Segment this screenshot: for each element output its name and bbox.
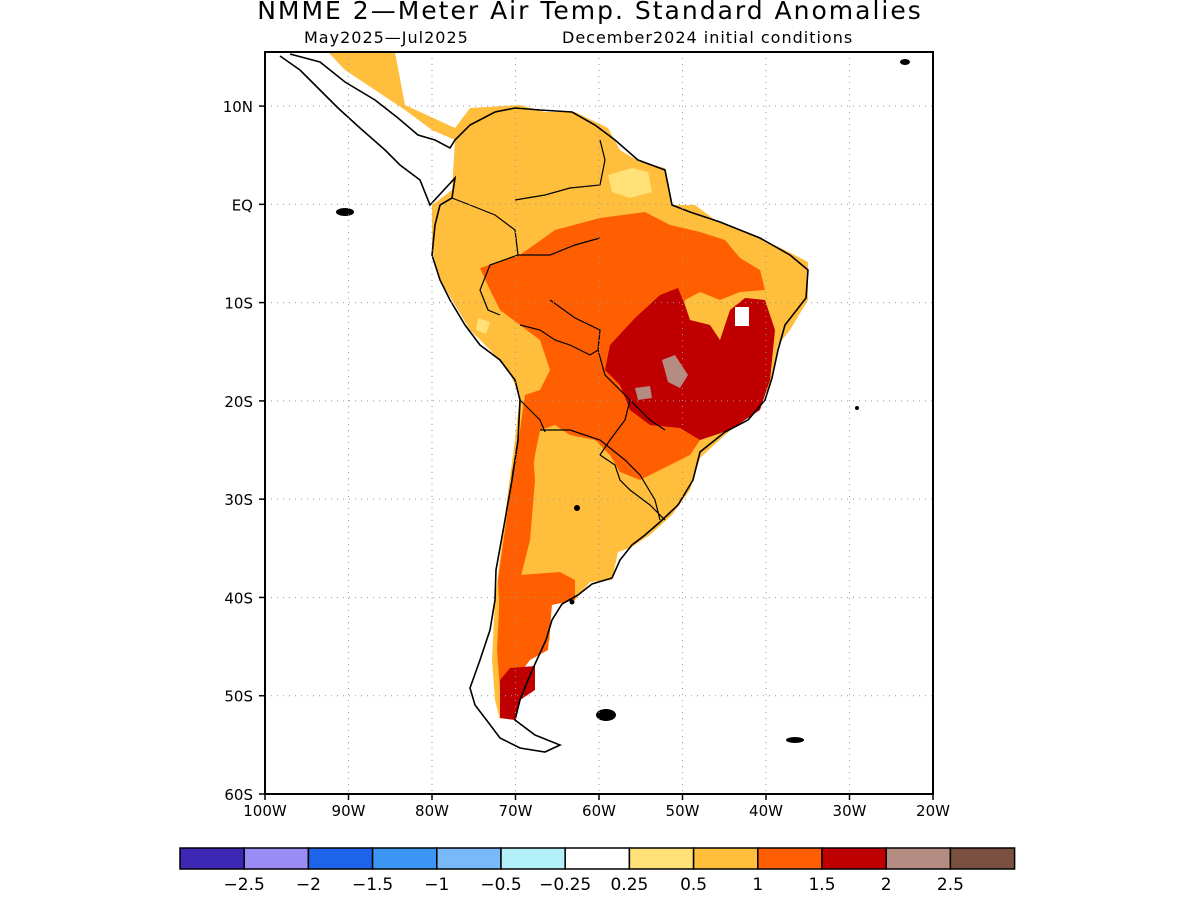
country-borders <box>451 139 666 521</box>
colorbar-label: 0.5 <box>680 875 707 895</box>
colorbar-swatch <box>692 847 759 870</box>
colorbar: −2.5 −2 −1.5 −1 −0.5 −0.25 0.25 0.5 1 1.5 2 2.5 <box>179 847 1016 895</box>
lon-tick-label: 70W <box>499 802 533 820</box>
islands <box>336 59 910 743</box>
lat-tick-label: 10N <box>223 98 253 116</box>
colorbar-swatch <box>436 847 502 870</box>
gridlines <box>265 52 933 794</box>
anomaly-region-0.25-0.5-b <box>476 318 490 334</box>
trindade-dot <box>855 406 859 410</box>
lat-tick-label: 20S <box>224 393 253 411</box>
cape-verde-island <box>900 59 910 65</box>
colorbar-swatch <box>500 847 566 870</box>
colorbar-swatch <box>371 847 438 870</box>
anomaly-region-1-1.5-patagonia <box>497 572 575 690</box>
lat-tick-label: 50S <box>224 688 253 706</box>
anomaly-region-2-2.5-b <box>635 386 652 400</box>
colorbar-swatch <box>949 847 1016 870</box>
colorbar-swatch <box>821 847 887 870</box>
lon-tick-label: 50W <box>666 802 700 820</box>
colorbar-label: −1.5 <box>352 875 393 895</box>
latitude-axis: 10N EQ 10S 20S 30S 40S 50S 60S <box>223 98 265 804</box>
map-title: NMME 2—Meter Air Temp. Standard Anomalie… <box>257 0 923 25</box>
colorbar-label: 1.5 <box>808 875 835 895</box>
colorbar-swatch <box>307 847 374 870</box>
lat-tick-label: 60S <box>224 786 253 804</box>
lon-tick-label: 100W <box>243 802 287 820</box>
colorbar-swatch <box>885 847 952 870</box>
lon-tick-label: 40W <box>749 802 783 820</box>
anomaly-region-1.5-2-south <box>500 666 535 720</box>
colorbar-swatch <box>628 847 695 870</box>
lon-tick-label: 20W <box>916 802 950 820</box>
lon-tick-label: 30W <box>833 802 867 820</box>
colorbar-label: −1 <box>424 875 449 895</box>
colorbar-label: −2.5 <box>224 875 265 895</box>
anomaly-region-1-1.5-andes <box>505 430 535 590</box>
colorbar-swatch <box>243 847 310 870</box>
lat-tick-label: 40S <box>224 589 253 607</box>
colorbar-label: 1 <box>752 875 763 895</box>
south-georgia-island <box>786 737 804 743</box>
colorbar-label: 0.25 <box>610 875 648 895</box>
anomaly-region-1-1.5 <box>480 212 765 640</box>
lat-tick-label: 10S <box>224 295 253 313</box>
lon-tick-label: 80W <box>415 802 449 820</box>
coastlines <box>279 53 809 753</box>
galapagos-islands <box>336 208 354 216</box>
anomaly-layer <box>328 52 808 720</box>
colorbar-label: 2 <box>881 875 892 895</box>
anomaly-region-2-2.5 <box>662 355 688 388</box>
colorbar-swatch <box>757 847 823 870</box>
initial-conditions: December2024 initial conditions <box>562 28 854 47</box>
lon-tick-label: 60W <box>582 802 616 820</box>
colorbar-label: −0.5 <box>480 875 521 895</box>
longitude-axis: 100W 90W 80W 70W 60W 50W 40W 30W 20W <box>243 794 950 820</box>
lat-tick-label: EQ <box>232 196 253 214</box>
colorbar-swatch <box>179 847 245 870</box>
colorbar-label: 2.5 <box>937 875 964 895</box>
valdes-dot <box>569 599 575 605</box>
lake-dot <box>574 505 580 511</box>
colorbar-label: −0.25 <box>539 875 591 895</box>
lon-tick-label: 90W <box>332 802 366 820</box>
continent-outline <box>279 53 809 753</box>
lat-tick-label: 30S <box>224 491 253 509</box>
anomaly-region-1.5-2 <box>605 288 775 440</box>
colorbar-swatch <box>564 847 631 870</box>
anomaly-region-0.25-0.5 <box>608 168 652 198</box>
forecast-period: May2025—Jul2025 <box>304 28 469 47</box>
falkland-islands <box>596 709 616 721</box>
colorbar-label: −2 <box>296 875 321 895</box>
anomaly-gap <box>735 307 749 326</box>
